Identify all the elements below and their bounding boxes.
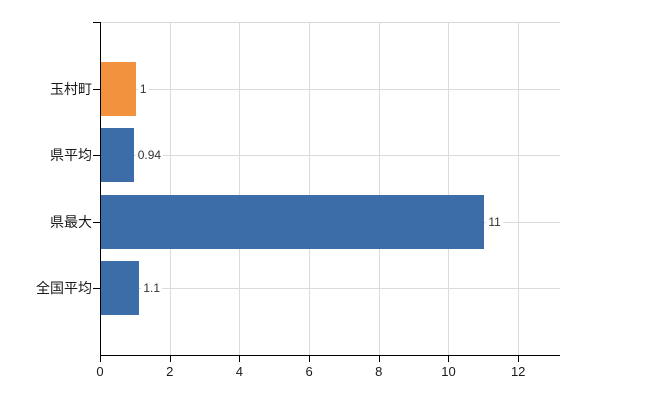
x-tick-label: 6 [305, 364, 313, 379]
x-tick-label: 0 [96, 364, 104, 379]
category-label: 県最大 [50, 213, 92, 230]
x-tick-label: 12 [510, 364, 526, 379]
horizontal-gridline [100, 288, 560, 290]
bar-value-label: 0.94 [135, 147, 164, 164]
bar-玉村町[interactable] [101, 61, 136, 116]
x-axis-tick [448, 356, 450, 362]
bar-value-label: 11 [486, 213, 503, 230]
x-axis-tick [518, 356, 520, 362]
category-label: 全国平均 [36, 280, 92, 297]
plot-area: 1 0.94 11 1.1 [100, 22, 560, 355]
category-label: 県平均 [50, 147, 92, 164]
x-axis-tick [378, 356, 380, 362]
vertical-gridline [169, 22, 171, 355]
horizontal-gridline [100, 88, 560, 90]
vertical-gridline [518, 22, 520, 355]
x-tick-label: 8 [375, 364, 383, 379]
x-tick-label: 10 [441, 364, 456, 379]
category-axis-tick [93, 221, 100, 223]
bar-value-label: 1 [137, 80, 149, 97]
category-axis-tick [93, 155, 100, 157]
y-axis-end-tick [93, 22, 100, 23]
bar-value-label: 1.1 [141, 280, 163, 297]
y-axis-line [100, 22, 101, 356]
plot-top-border [100, 22, 560, 23]
bar-県平均[interactable] [101, 128, 134, 183]
x-tick-label: 4 [235, 364, 243, 379]
horizontal-gridline [100, 155, 560, 157]
vertical-gridline [309, 22, 311, 355]
x-axis-line [100, 355, 560, 356]
vertical-gridline [378, 22, 380, 355]
x-axis-tick [309, 356, 311, 362]
x-axis-tick [169, 356, 171, 362]
category-axis-tick [93, 88, 100, 90]
bar-県最大[interactable] [101, 194, 485, 249]
category-axis-tick [93, 288, 100, 290]
bar-全国平均[interactable] [101, 261, 140, 316]
x-tick-label: 2 [166, 364, 174, 379]
vertical-gridline [448, 22, 450, 355]
category-label: 玉村町 [50, 80, 92, 97]
vertical-gridline [239, 22, 241, 355]
x-axis-tick [239, 356, 241, 362]
x-axis-tick [100, 356, 101, 362]
